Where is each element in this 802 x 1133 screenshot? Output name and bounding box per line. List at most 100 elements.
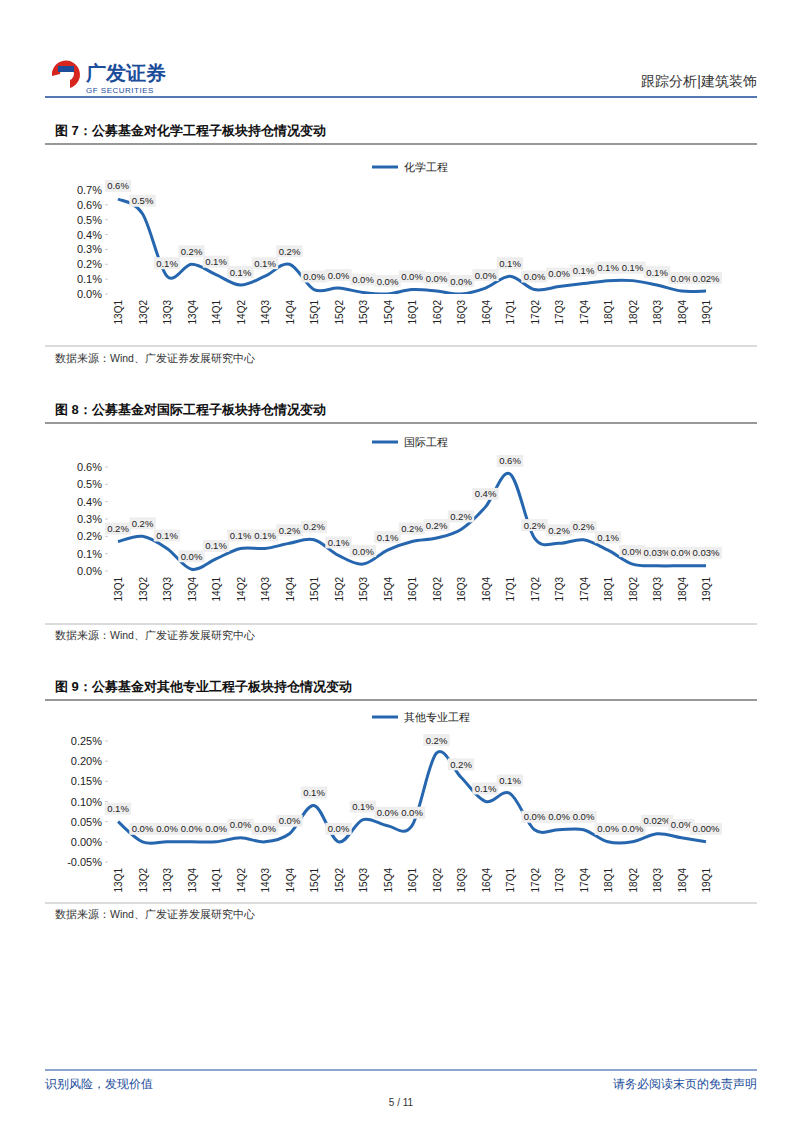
page: 广发证券GF SECURITIES跟踪分析|建筑装饰图 7：公募基金对化学工程子… (0, 0, 802, 1133)
data-label: 0.1% (475, 783, 497, 794)
data-label-box (472, 269, 498, 281)
data-label: 0.0% (597, 823, 619, 834)
series-line (118, 751, 706, 843)
y-tick (105, 741, 108, 742)
y-tick (105, 234, 108, 235)
data-label: 0.0% (671, 273, 693, 284)
data-label-box (690, 547, 722, 559)
data-label: 0.1% (230, 267, 252, 278)
data-label: 0.0% (352, 546, 374, 557)
y-tick (105, 821, 108, 822)
legend: 国际工程 (372, 436, 448, 448)
data-label: 0.02% (644, 815, 671, 826)
title-rule (45, 143, 757, 144)
y-tick (105, 519, 108, 520)
data-label: 0.1% (499, 258, 521, 269)
data-label-box (178, 550, 204, 562)
legend: 化学工程 (372, 161, 448, 173)
chart-bottom-rule (45, 624, 757, 625)
page-svg: 广发证券GF SECURITIES跟踪分析|建筑装饰图 7：公募基金对化学工程子… (0, 0, 802, 1133)
data-label-box (521, 271, 547, 283)
data-label-box (203, 540, 229, 552)
y-tick-label: 0.3% (77, 513, 102, 525)
x-tick-label: 19Q1 (701, 300, 712, 325)
data-label: 0.0% (401, 807, 423, 818)
data-label-box (497, 257, 523, 269)
data-label: 0.1% (377, 532, 399, 543)
header-right: 跟踪分析|建筑装饰 (641, 73, 757, 89)
data-label: 0.0% (671, 819, 693, 830)
data-label-box (203, 256, 229, 268)
data-label-box (595, 531, 621, 543)
data-label-box (521, 811, 547, 823)
data-label: 0.2% (573, 521, 595, 532)
data-label: 0.0% (303, 271, 325, 282)
y-tick (105, 467, 108, 468)
x-tick-label: 16Q2 (432, 577, 443, 602)
data-label: 0.0% (181, 551, 203, 562)
legend: 其他专业工程 (372, 711, 470, 723)
data-label-box (178, 823, 204, 835)
chart: 图 9：公募基金对其他专业工程子板块持仓情况变动-0.05%0.00%0.05%… (45, 679, 757, 920)
legend-swatch (372, 441, 398, 444)
data-label-box (423, 734, 449, 746)
data-label: 0.2% (303, 521, 325, 532)
data-label: 0.1% (646, 267, 668, 278)
x-tick-label: 16Q2 (432, 300, 443, 325)
source-note: 数据来源：Wind、广发证券发展研究中心 (55, 629, 255, 641)
y-tick-label: 0.20% (71, 755, 102, 767)
data-label: 0.0% (450, 276, 472, 287)
x-tick-label: 18Q4 (677, 868, 688, 893)
y-tick (105, 294, 108, 295)
data-label: 0.0% (254, 823, 276, 834)
data-label-box (423, 519, 449, 531)
y-tick-label: -0.05% (67, 856, 102, 868)
data-label: 0.0% (132, 823, 154, 834)
x-tick-label: 15Q4 (383, 300, 394, 325)
logo-text: 广发证券 (85, 62, 166, 84)
data-label-box (301, 271, 327, 283)
data-label-box (595, 823, 621, 835)
header-rule (45, 96, 757, 98)
data-label: 0.0% (205, 823, 227, 834)
x-tick-label: 15Q1 (309, 300, 320, 325)
data-labels: 0.1%0.0%0.0%0.0%0.0%0.0%0.0%0.0%0.1%0.0%… (105, 734, 722, 835)
data-label: 0.2% (524, 520, 546, 531)
x-tick-label: 16Q3 (456, 577, 467, 602)
x-tick-label: 15Q1 (309, 868, 320, 893)
data-label-box (570, 265, 596, 277)
x-tick-label: 13Q4 (187, 300, 198, 325)
data-label: 0.1% (499, 775, 521, 786)
data-label: 0.0% (230, 819, 252, 830)
data-label: 0.0% (573, 811, 595, 822)
data-label-box (129, 823, 155, 835)
y-tick-label: 0.05% (71, 816, 102, 828)
data-label: 0.1% (254, 530, 276, 541)
x-tick-label: 15Q2 (334, 577, 345, 602)
x-tick-label: 16Q1 (407, 300, 418, 325)
x-tick-label: 13Q2 (138, 868, 149, 893)
data-label-box (350, 274, 376, 286)
data-label-box (448, 758, 474, 770)
data-label-box (129, 195, 155, 207)
x-tick-label: 18Q2 (628, 300, 639, 325)
data-label: 0.0% (279, 815, 301, 826)
plot-area (118, 751, 706, 843)
x-tick-label: 15Q2 (334, 868, 345, 893)
x-tick-label: 15Q1 (309, 577, 320, 602)
data-label: 0.02% (693, 273, 720, 284)
x-tick-label: 14Q3 (260, 300, 271, 325)
footer-left: 识别风险，发现价值 (45, 1077, 153, 1091)
x-tick-label: 16Q3 (456, 300, 467, 325)
y-tick-label: 0.1% (77, 273, 102, 285)
y-tick (105, 501, 108, 502)
legend-swatch (372, 716, 398, 719)
data-label: 0.1% (156, 530, 178, 541)
x-tick-label: 17Q4 (579, 300, 590, 325)
x-tick-label: 13Q4 (187, 577, 198, 602)
logo-mark (58, 66, 74, 72)
data-label: 0.1% (597, 532, 619, 543)
series-line (118, 473, 706, 569)
y-tick-label: 0.3% (77, 243, 102, 255)
data-label-box (325, 823, 351, 835)
